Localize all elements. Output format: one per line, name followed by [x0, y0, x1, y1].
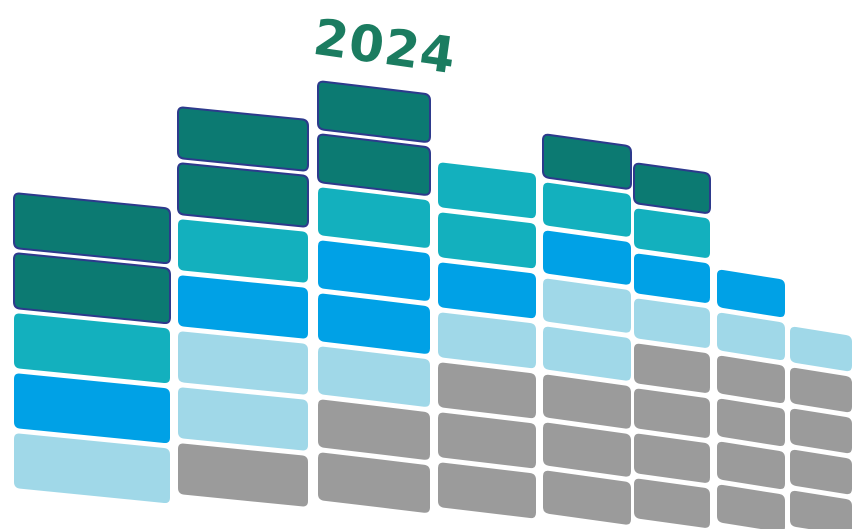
block-gray [543, 470, 631, 525]
block-blue [318, 240, 430, 301]
block-gray [790, 449, 852, 495]
block-teal [543, 182, 631, 237]
block-light-blue [178, 387, 308, 451]
column-3 [317, 80, 431, 513]
block-dark-teal [177, 162, 309, 228]
block-dark-teal [13, 192, 171, 265]
block-gray [717, 355, 785, 404]
block-teal [438, 212, 536, 269]
block-dark-teal [317, 80, 431, 143]
column-7 [717, 269, 785, 529]
block-teal [634, 208, 710, 258]
block-gray [438, 412, 536, 469]
block-light-blue [318, 346, 430, 407]
block-gray [438, 362, 536, 419]
block-dark-teal [13, 252, 171, 325]
block-light-blue [178, 331, 308, 395]
column-5 [542, 133, 632, 525]
block-light-blue [438, 312, 536, 369]
block-gray [634, 388, 710, 438]
block-gray [717, 398, 785, 447]
block-gray [790, 490, 852, 529]
block-light-blue [543, 326, 631, 381]
block-gray [634, 343, 710, 393]
block-light-blue [14, 433, 170, 504]
column-2 [177, 106, 309, 507]
block-gray [318, 399, 430, 460]
block-blue [318, 293, 430, 354]
column-4 [438, 162, 536, 519]
block-light-blue [634, 298, 710, 348]
block-dark-teal [317, 133, 431, 196]
block-teal [178, 219, 308, 283]
block-dark-teal [177, 106, 309, 172]
block-gray [178, 443, 308, 507]
block-teal [14, 313, 170, 384]
block-blue [634, 253, 710, 303]
block-gray [634, 478, 710, 528]
block-gray [790, 367, 852, 413]
block-gray [634, 433, 710, 483]
block-blue [717, 269, 785, 318]
block-light-blue [790, 326, 852, 372]
column-1 [13, 192, 171, 504]
block-light-blue [543, 278, 631, 333]
block-blue [14, 373, 170, 444]
column-6 [633, 162, 711, 528]
block-blue [543, 230, 631, 285]
block-blue [438, 262, 536, 319]
block-dark-teal [633, 162, 711, 214]
block-gray [318, 452, 430, 513]
block-gray [717, 484, 785, 529]
block-gray [717, 441, 785, 490]
block-light-blue [717, 312, 785, 361]
block-teal [438, 162, 536, 219]
column-8 [790, 326, 852, 529]
block-dark-teal [542, 133, 632, 190]
block-gray [543, 374, 631, 429]
block-gray [543, 422, 631, 477]
block-gray [790, 408, 852, 454]
block-teal [318, 187, 430, 248]
block-blue [178, 275, 308, 339]
block-gray [438, 462, 536, 519]
